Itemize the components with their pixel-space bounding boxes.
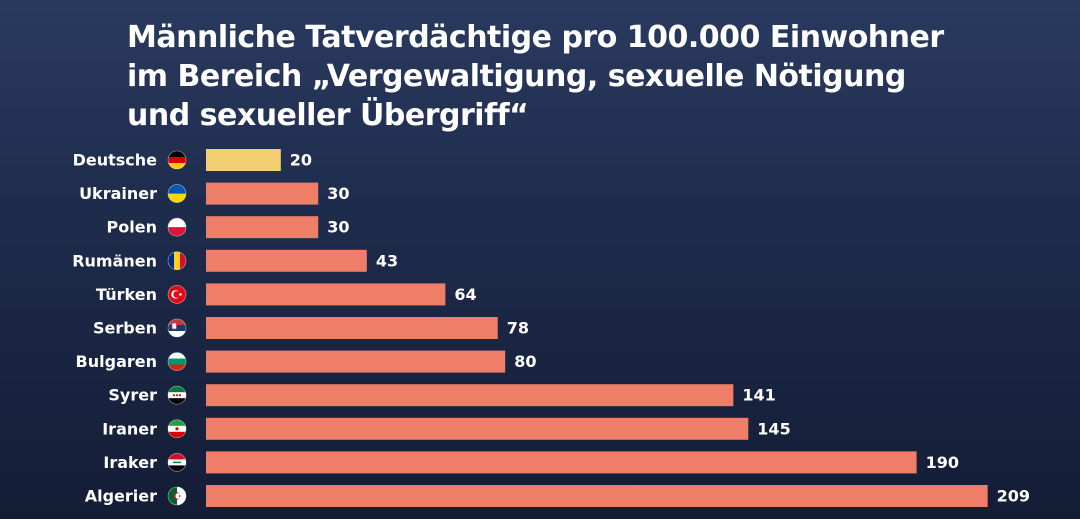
category-label: Deutsche (73, 151, 158, 170)
value-label: 209 (997, 487, 1030, 506)
bar (206, 216, 319, 239)
bar-row-algerier: Algerier 209 (85, 485, 1030, 507)
flag-algeria-icon (167, 486, 187, 506)
bar-row-iraner: Iraner 145 (102, 417, 791, 440)
bar-row-bulgaren: Bulgaren 80 (76, 350, 536, 373)
bar-row-türken: Türken 64 (96, 283, 477, 306)
category-label: Rumänen (72, 251, 157, 270)
bar (206, 317, 498, 339)
category-label: Algerier (85, 487, 157, 506)
value-label: 145 (757, 419, 790, 438)
chart-title-line-3: und sexueller Übergriff“ (127, 98, 529, 133)
bar (206, 249, 367, 272)
category-label: Iraner (102, 419, 157, 438)
bar (206, 350, 506, 373)
value-label: 78 (507, 319, 529, 338)
bar (206, 417, 749, 440)
bar-row-syrer: Syrer 141 (108, 384, 776, 407)
category-label: Serben (93, 319, 157, 338)
chart-title-line-1: Männliche Tatverdächtige pro 100.000 Ein… (127, 20, 944, 55)
value-label: 30 (327, 184, 349, 203)
bar-row-polen: Polen 30 (107, 216, 349, 239)
bar (206, 384, 734, 407)
bar-row-rumänen: Rumänen 43 (72, 249, 398, 272)
bar (206, 283, 446, 306)
value-label: 64 (454, 285, 476, 304)
bar-row-deutsche: Deutsche 20 (73, 149, 312, 171)
value-label: 80 (514, 352, 536, 371)
flag-iran-icon (167, 419, 187, 439)
value-label: 30 (327, 218, 349, 237)
flag-bulgaria-icon (167, 352, 187, 371)
value-label: 190 (926, 453, 959, 472)
bar (206, 451, 917, 474)
value-label: 141 (742, 386, 775, 405)
chart-title-line-2: im Bereich „Vergewaltigung, sexuelle Nöt… (127, 59, 906, 94)
value-label: 43 (376, 251, 398, 270)
bar (206, 182, 319, 205)
category-label: Iraker (103, 453, 157, 472)
flag-romania-icon (167, 251, 187, 271)
flag-serbia-icon (167, 318, 187, 338)
category-label: Türken (96, 285, 157, 304)
flag-poland-icon (167, 217, 187, 237)
bar-row-iraker: Iraker 190 (103, 451, 959, 474)
flag-germany-icon (167, 150, 187, 170)
bar (206, 485, 988, 507)
flag-turkey-icon (167, 285, 187, 304)
category-label: Ukrainer (79, 184, 157, 203)
category-label: Syrer (108, 386, 157, 405)
chart-title: Männliche Tatverdächtige pro 100.000 Ein… (127, 18, 1027, 135)
flag-syria-icon (167, 385, 187, 405)
category-label: Polen (107, 218, 157, 237)
bar-row-serben: Serben 78 (93, 317, 529, 339)
category-label: Bulgaren (76, 352, 157, 371)
bar (206, 149, 281, 171)
flag-iraq-icon (167, 453, 187, 472)
bar-rows: Deutsche 20 Ukrainer 30 Polen 30 Rumänen 43 Türk… (72, 149, 1030, 507)
bar-row-ukrainer: Ukrainer 30 (79, 182, 349, 205)
value-label: 20 (290, 151, 312, 170)
flag-ukraine-icon (167, 184, 187, 203)
